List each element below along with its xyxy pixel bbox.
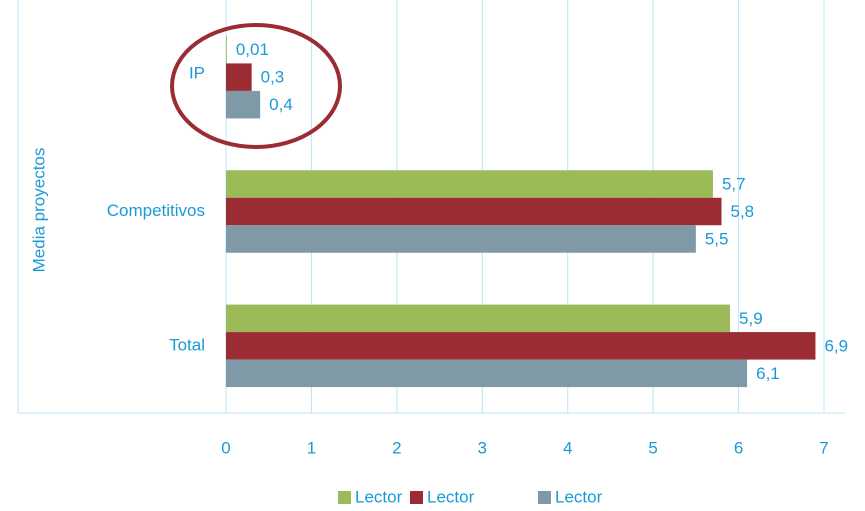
bar <box>226 35 227 64</box>
x-tick-label: 0 <box>221 438 230 457</box>
legend-swatch <box>338 491 351 504</box>
value-label: 6,1 <box>756 364 780 383</box>
bar <box>226 90 261 119</box>
value-label: 0,3 <box>261 68 285 87</box>
bar <box>226 63 252 91</box>
legend-swatch <box>538 491 551 504</box>
value-label: 6,9 <box>824 336 848 355</box>
bar <box>226 225 696 253</box>
value-label: 0,01 <box>236 40 269 59</box>
legend-label: Lector <box>555 487 603 506</box>
value-label: 0,4 <box>269 95 293 114</box>
value-label: 5,7 <box>722 174 746 193</box>
y-tick-label: Competitivos <box>107 201 205 220</box>
x-tick-label: 1 <box>307 438 316 457</box>
y-tick-label: IP <box>189 64 205 83</box>
legend-label: Lector <box>427 487 475 506</box>
legend-swatch <box>410 491 423 504</box>
bar <box>226 197 722 226</box>
y-axis-label: Media proyectos <box>29 148 48 273</box>
legend-label: Lector <box>355 487 403 506</box>
bar <box>226 359 748 388</box>
value-label: 5,5 <box>705 229 729 248</box>
highlight-circle <box>170 23 342 149</box>
x-tick-label: 3 <box>478 438 487 457</box>
x-tick-label: 4 <box>563 438 572 457</box>
x-tick-label: 5 <box>648 438 657 457</box>
bar <box>226 304 731 333</box>
y-tick-label: Total <box>169 335 205 354</box>
x-tick-label: 6 <box>734 438 743 457</box>
bar <box>226 170 713 198</box>
x-tick-label: 7 <box>819 438 828 457</box>
value-label: 5,9 <box>739 309 763 328</box>
bar <box>226 332 816 360</box>
x-tick-label: 2 <box>392 438 401 457</box>
value-label: 5,8 <box>730 202 754 221</box>
